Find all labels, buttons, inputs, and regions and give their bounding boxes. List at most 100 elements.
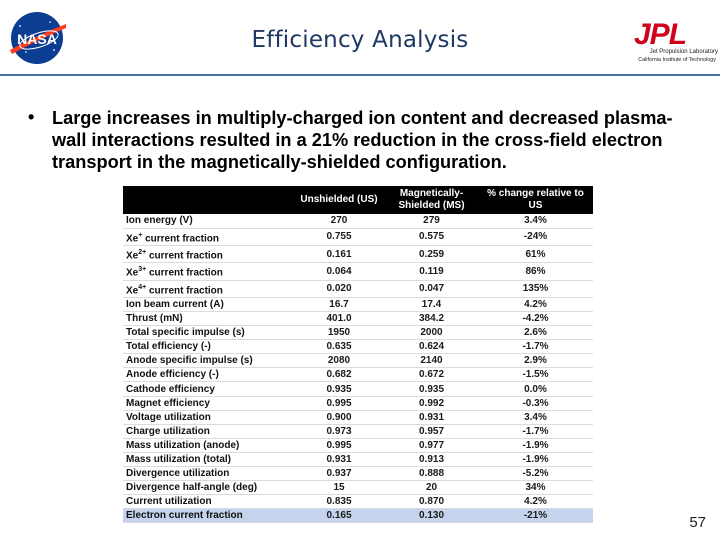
header-cell-unshielded: Unshielded (US) [293,186,385,214]
percent-change-value: 0.0% [478,381,593,397]
percent-change-value: 3.4% [478,410,593,425]
shielded-value: 0.130 [385,508,478,524]
percent-change-value: 86% [478,262,593,281]
row-label: Xe2+ current fraction [123,245,293,264]
nasa-logo: NASA [10,12,66,64]
row-label: Anode efficiency (-) [123,367,293,383]
percent-change-value: -5.2% [478,466,593,482]
row-label: Mass utilization (total) [123,452,293,468]
unshielded-value: 0.755 [293,228,385,246]
table-row: Total efficiency (-) 0.635 0.624 -1.7% [123,339,593,355]
percent-change-value: -1.9% [478,438,593,453]
row-label: Mass utilization (anode) [123,438,293,453]
row-label: Divergence utilization [123,466,293,482]
table-row: Xe2+ current fraction 0.161 0.259 61% [123,245,593,264]
shielded-value: 0.931 [385,410,478,425]
table-row: Total specific impulse (s) 1950 2000 2.6% [123,325,593,341]
percent-change-value: -0.3% [478,396,593,411]
header-cell-percent-change: % change relative to US [478,186,593,214]
unshielded-value: 16.7 [293,297,385,313]
row-label: Ion beam current (A) [123,297,293,313]
shielded-value: 0.957 [385,424,478,439]
shielded-value: 2000 [385,325,478,341]
shielded-value: 384.2 [385,311,478,327]
percent-change-value: 4.2% [478,494,593,510]
bullet-text: Large increases in multiply-charged ion … [52,108,673,172]
unshielded-value: 0.995 [293,438,385,453]
shielded-value: 0.935 [385,381,478,397]
percent-change-value: -21% [478,508,593,524]
shielded-value: 0.977 [385,438,478,453]
table-row: Ion beam current (A) 16.7 17.4 4.2% [123,297,593,313]
unshielded-value: 0.064 [293,262,385,281]
unshielded-value: 15 [293,480,385,496]
unshielded-value: 0.635 [293,339,385,355]
table-row: Voltage utilization 0.900 0.931 3.4% [123,410,593,425]
jpl-logo-institute: California Institute of Technology [638,57,716,63]
jpl-logo-mark: JPL [634,18,687,51]
percent-change-value: 2.6% [478,325,593,341]
unshielded-value: 0.935 [293,381,385,397]
percent-change-value: -24% [478,228,593,246]
shielded-value: 0.913 [385,452,478,468]
unshielded-value: 0.835 [293,494,385,510]
unshielded-value: 0.931 [293,452,385,468]
table-row: Ion energy (V) 270 279 3.4% [123,214,593,229]
shielded-value: 2140 [385,353,478,369]
table-row: Xe3+ current fraction 0.064 0.119 86% [123,262,593,281]
shielded-value: 0.575 [385,228,478,246]
unshielded-value: 0.161 [293,245,385,264]
row-label: Xe+ current fraction [123,228,293,246]
unshielded-value: 0.020 [293,280,385,298]
row-label: Thrust (mN) [123,311,293,327]
unshielded-value: 0.682 [293,367,385,383]
row-label: Xe3+ current fraction [123,262,293,281]
percent-change-value: -1.7% [478,424,593,439]
unshielded-value: 401.0 [293,311,385,327]
table-row: Magnet efficiency 0.995 0.992 -0.3% [123,396,593,411]
table-row: Xe+ current fraction 0.755 0.575 -24% [123,228,593,246]
percent-change-value: -1.7% [478,339,593,355]
table-row: Cathode efficiency 0.935 0.935 0.0% [123,381,593,397]
row-label: Anode specific impulse (s) [123,353,293,369]
percent-change-value: -1.9% [478,452,593,468]
unshielded-value: 0.973 [293,424,385,439]
shielded-value: 279 [385,214,478,229]
table-header-row: Unshielded (US) Magnetically-Shielded (M… [123,186,593,214]
unshielded-value: 270 [293,214,385,229]
table-row: Anode specific impulse (s) 2080 2140 2.9% [123,353,593,369]
table-row: Mass utilization (anode) 0.995 0.977 -1.9% [123,438,593,453]
table-row: Mass utilization (total) 0.931 0.913 -1.9% [123,452,593,468]
page-title: Efficiency Analysis [251,27,469,53]
table-row: Thrust (mN) 401.0 384.2 -4.2% [123,311,593,327]
table-row: Divergence half-angle (deg) 15 20 34% [123,480,593,496]
percent-change-value: -1.5% [478,367,593,383]
table-body: Ion energy (V) 270 279 3.4% Xe+ current frac… [123,214,593,524]
shielded-value: 0.672 [385,367,478,383]
row-label: Divergence half-angle (deg) [123,480,293,496]
bullet-icon: • [28,107,35,127]
efficiency-table: Unshielded (US) Magnetically-Shielded (M… [123,186,593,524]
shielded-value: 0.259 [385,245,478,264]
percent-change-value: 34% [478,480,593,496]
shielded-value: 0.047 [385,280,478,298]
shielded-value: 0.870 [385,494,478,510]
row-label: Xe4+ current fraction [123,280,293,298]
shielded-value: 0.992 [385,396,478,411]
table-row: Charge utilization 0.973 0.957 -1.7% [123,424,593,439]
jpl-logo-subtitle: Jet Propulsion Laboratory [649,49,718,55]
shielded-value: 17.4 [385,297,478,313]
shielded-value: 20 [385,480,478,496]
page-number: 57 [689,514,706,531]
percent-change-value: 4.2% [478,297,593,313]
unshielded-value: 0.937 [293,466,385,482]
row-label: Charge utilization [123,424,293,439]
unshielded-value: 0.900 [293,410,385,425]
unshielded-value: 2080 [293,353,385,369]
unshielded-value: 0.995 [293,396,385,411]
table-row: Xe4+ current fraction 0.020 0.047 135% [123,280,593,298]
row-label: Current utilization [123,494,293,510]
jpl-logo: JPL Jet Propulsion Laboratory California… [624,18,718,66]
shielded-value: 0.119 [385,262,478,281]
table-row: Current utilization 0.835 0.870 4.2% [123,494,593,510]
